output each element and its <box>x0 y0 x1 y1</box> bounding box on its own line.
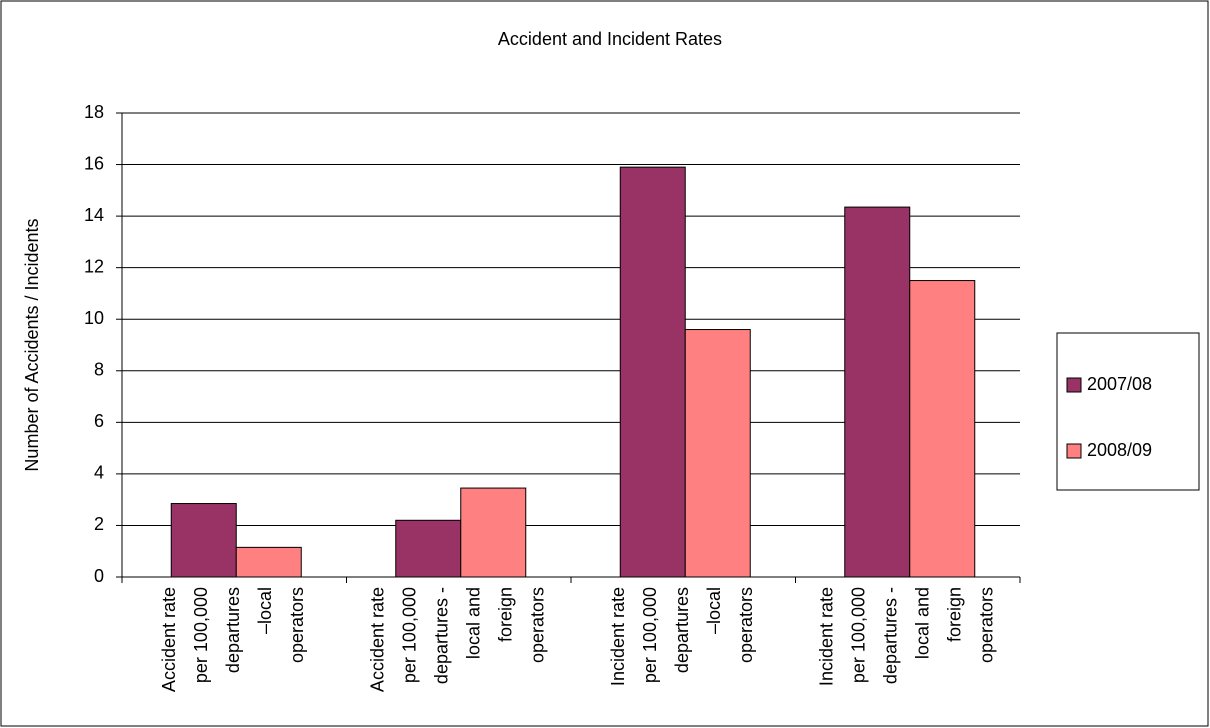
x-tick-label: per 100,000 <box>400 587 420 683</box>
legend-label: 2007/08 <box>1087 374 1152 394</box>
y-tick-label: 2 <box>94 514 104 534</box>
x-tick-label: departures - <box>881 587 901 684</box>
y-tick-label: 4 <box>94 463 104 483</box>
x-tick-label: –local <box>704 587 724 634</box>
y-tick-label: 14 <box>84 205 104 225</box>
bar <box>460 487 527 578</box>
x-tick-label: per 100,000 <box>191 587 211 683</box>
x-tick-label: Incident rate <box>608 587 628 686</box>
x-tick-label: operators <box>736 587 756 663</box>
x-tick-label: per 100,000 <box>849 587 869 683</box>
x-tick-label: per 100,000 <box>640 587 660 683</box>
y-axis-label: Number of Accidents / Incidents <box>22 218 42 471</box>
x-tick-label: –local <box>255 587 275 634</box>
x-tick-label: operators <box>287 587 307 663</box>
x-tick-label: local and <box>913 587 933 659</box>
y-tick-label: 18 <box>84 102 104 122</box>
legend-label: 2008/09 <box>1087 440 1152 460</box>
x-tick-label: Accident rate <box>368 587 388 692</box>
y-tick-label: 16 <box>84 153 104 173</box>
x-tick-label: Accident rate <box>159 587 179 692</box>
bar <box>235 546 302 578</box>
x-tick-label: operators <box>977 587 997 663</box>
bar <box>619 166 686 578</box>
x-tick-label: departures <box>672 587 692 673</box>
bar <box>909 280 976 578</box>
x-tick-label: foreign <box>496 587 516 642</box>
legend-swatch <box>1066 443 1082 459</box>
bar <box>395 519 462 578</box>
y-tick-label: 12 <box>84 256 104 276</box>
y-tick-label: 10 <box>84 308 104 328</box>
x-tick-label: departures - <box>432 587 452 684</box>
y-tick-label: 8 <box>94 360 104 380</box>
legend <box>1056 332 1200 491</box>
bar <box>844 206 911 578</box>
legend-swatch <box>1066 377 1082 393</box>
y-tick-label: 6 <box>94 411 104 431</box>
x-tick-label: operators <box>528 587 548 663</box>
chart-title: Accident and Incident Rates <box>498 29 722 49</box>
bar <box>170 503 237 578</box>
bar <box>684 329 751 578</box>
x-tick-label: departures <box>223 587 243 673</box>
x-tick-label: local and <box>464 587 484 659</box>
x-tick-label: foreign <box>945 587 965 642</box>
x-tick-label: Incident rate <box>817 587 837 686</box>
y-tick-label: 0 <box>94 566 104 586</box>
